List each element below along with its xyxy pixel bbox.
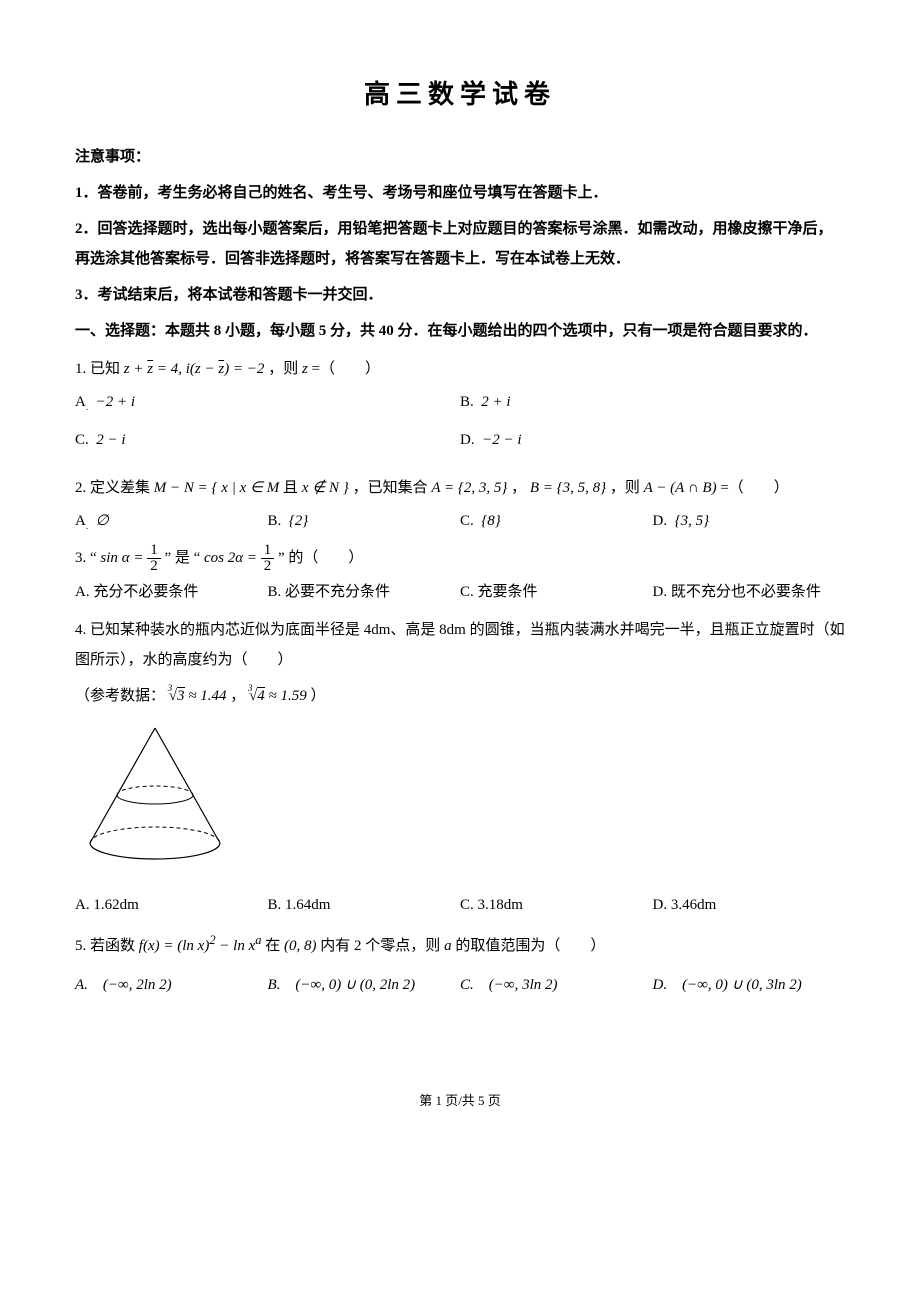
q3-option-b: B. 必要不充分条件 [268,578,461,607]
q5-option-d: D. (−∞, 0) ∪ (0, 3ln 2) [653,971,846,1000]
q3-option-c: C. 充要条件 [460,578,653,607]
question-number: 1. [75,361,86,377]
q4-option-a: A. 1.62dm [75,891,268,920]
notice-2: 2．回答选择题时，选出每小题答案后，用铅笔把答题卡上对应题目的答案标号涂黑．如需… [75,214,845,274]
q1-option-a: A. −2 + i [75,388,460,417]
q3-cond1: sin α = 12 [100,550,160,566]
q4-option-d: D. 3.46dm [653,891,846,920]
question-number: 3. [75,550,86,566]
q5-option-c: C. (−∞, 3ln 2) [460,971,653,1000]
q5-option-b: B. (−∞, 0) ∪ (0, 2ln 2) [268,971,461,1000]
q1-post: ，则 z =（ ） [268,361,380,377]
q3-option-a: A. 充分不必要条件 [75,578,268,607]
question-number: 4. [75,622,86,638]
q5-post: 内有 2 个零点，则 a 的取值范围为（ ） [320,938,605,954]
question-5: 5. 若函数 f(x) = (ln x)2 − ln xa 在 (0, 8) 内… [75,928,845,1000]
q5-fn: f(x) = (ln x)2 − ln xa [139,938,262,954]
question-3: 3. “ sin α = 12 ” 是 “ cos 2α = 12 ” 的（ ）… [75,543,845,607]
q1-pre: 已知 [90,361,124,377]
q2-option-c: C. {8} [460,507,653,536]
page-footer: 第 1 页/共 5 页 [75,1089,845,1114]
cone-figure [75,723,845,884]
question-1: 1. 已知 z + z = 4, i(z − z) = −2 ，则 z =（ ）… [75,354,845,465]
question-4: 4. 已知某种装水的瓶内芯近似为底面半径是 4dm、高是 8dm 的圆锥，当瓶内… [75,615,845,920]
question-number: 5. [75,938,86,954]
q3-cond2: cos 2α = 12 [204,550,274,566]
q4-ref-post: ） [310,688,325,704]
q2-comma: ， [511,480,526,496]
section-1-heading: 一、选择题：本题共 8 小题，每小题 5 分，共 40 分．在每小题给出的四个选… [75,316,845,346]
q2-mid: ，已知集合 [353,480,432,496]
q1-option-d: D. −2 − i [460,426,845,455]
q3-mid: ” 是 “ [164,550,200,566]
q4-stem: 已知某种装水的瓶内芯近似为底面半径是 4dm、高是 8dm 的圆锥，当瓶内装满水… [75,622,845,668]
notice-3: 3．考试结束后，将本试卷和答题卡一并交回． [75,280,845,310]
q5-pre: 若函数 [90,938,139,954]
q4-ref-pre: （参考数据： [75,688,165,704]
q2-setB: B = {3, 5, 8} [530,480,606,496]
q1-equation: z + z = 4, i(z − z) = −2 [124,361,268,377]
q3-post: ” 的（ ） [278,550,363,566]
q4-option-b: B. 1.64dm [268,891,461,920]
cone-icon [75,723,235,873]
q5-option-a: A. (−∞, 2ln 2) [75,971,268,1000]
q2-option-a: A. ∅ [75,507,268,536]
q2-setA: A = {2, 3, 5} [431,480,507,496]
q2-pre: 定义差集 [90,480,154,496]
q1-option-c: C. 2 − i [75,426,460,455]
q3-option-d: D. 既不充分也不必要条件 [653,578,846,607]
q4-ref2: 3√4 ≈ 1.59 [249,688,307,704]
notice-1: 1．答卷前，考生务必将自己的姓名、考生号、考场号和座位号填写在答题卡上． [75,178,845,208]
q4-option-c: C. 3.18dm [460,891,653,920]
q2-option-b: B. {2} [268,507,461,536]
page-title: 高三数学试卷 [75,70,845,119]
q2-post: ，则 A − (A ∩ B) =（ ） [610,480,789,496]
notice-heading: 注意事项： [75,143,845,172]
q3-pre: “ [90,550,97,566]
q5-mid: 在 [265,938,284,954]
q5-interval: (0, 8) [284,938,317,954]
q2-option-d: D. {3, 5} [653,507,846,536]
question-number: 2. [75,480,86,496]
q1-option-b: B. 2 + i [460,388,845,417]
q2-def: M − N = { x | x ∈ M 且 x ∉ N } [154,480,349,496]
q4-ref1: 3√3 ≈ 1.44 [169,688,227,704]
q4-ref-sep: ， [230,688,245,704]
question-2: 2. 定义差集 M − N = { x | x ∈ M 且 x ∉ N } ，已… [75,473,845,536]
